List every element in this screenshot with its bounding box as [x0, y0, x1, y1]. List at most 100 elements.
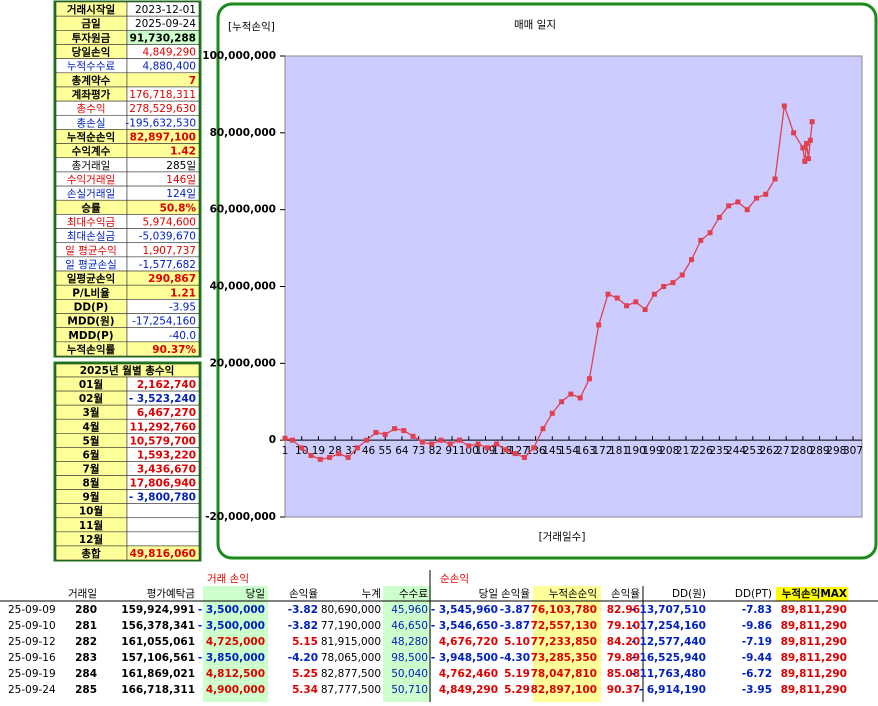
- summary-label: 수익거래일: [67, 173, 115, 186]
- summary-label: P/L비율: [72, 286, 110, 299]
- table-cell: -7.19: [742, 636, 772, 648]
- chart-title: 매매 일지: [514, 18, 556, 31]
- column-header: DD(원): [672, 588, 706, 600]
- table-cell: 85.08: [607, 668, 640, 680]
- table-cell: - 16,525,940: [632, 652, 706, 664]
- data-point: [726, 203, 732, 209]
- summary-label: 금일: [81, 17, 100, 30]
- column-header: 거래일: [68, 587, 97, 600]
- summary-value: 4,849,290: [143, 47, 196, 59]
- data-point: [521, 454, 527, 460]
- table-cell: - 12,577,440: [632, 636, 706, 648]
- column-band: [533, 586, 601, 702]
- summary-value: 1.21: [170, 287, 196, 299]
- summary-label: 손실거래일: [67, 187, 115, 200]
- month-value: 6,467,270: [137, 407, 196, 419]
- column-header: 당일: [479, 587, 498, 600]
- x-tick-label: 172: [592, 445, 612, 457]
- data-point: [661, 284, 667, 289]
- table-cell: 5.34: [292, 684, 318, 696]
- summary-label: 총계약수: [72, 74, 111, 87]
- x-tick-label: 217: [676, 445, 696, 457]
- summary-label: MDD(P): [68, 330, 113, 342]
- table-cell: 89,811,290: [781, 668, 847, 680]
- table-cell: 161,055,061: [121, 636, 195, 648]
- month-label: 7월: [83, 463, 100, 476]
- data-point: [614, 295, 620, 301]
- column-header: 누적손익MAX: [782, 587, 847, 600]
- data-point: [791, 130, 797, 136]
- table-cell: -4.30: [500, 652, 530, 664]
- summary-value: 5,974,600: [143, 216, 196, 228]
- summary-label: 일 평균손실: [65, 258, 117, 271]
- column-header: 누적손순익: [549, 588, 597, 600]
- table-cell: 25-09-09: [8, 604, 56, 616]
- x-tick-label: 154: [559, 445, 579, 457]
- summary-label: DD(P): [74, 301, 109, 313]
- data-point: [807, 137, 813, 143]
- summary-label: 계좌평가: [72, 88, 111, 101]
- table-cell: 81,915,000: [321, 636, 381, 648]
- table-cell: 89,811,290: [781, 620, 847, 632]
- month-value: - 3,523,240: [129, 393, 196, 405]
- x-tick-label: 253: [743, 445, 763, 457]
- data-point: [392, 426, 398, 432]
- table-cell: 5.19: [504, 668, 530, 680]
- month-label: 12월: [79, 533, 103, 546]
- data-point: [531, 445, 537, 451]
- x-tick-label: 55: [379, 445, 392, 457]
- data-point: [707, 230, 713, 236]
- data-point: [744, 207, 750, 213]
- x-tick-label: 145: [542, 445, 562, 457]
- summary-label: 일평균손익: [67, 272, 115, 285]
- y-tick-label: 80,000,000: [210, 127, 276, 139]
- summary-label: 거래시작일: [67, 3, 115, 16]
- x-tick-label: 1: [282, 445, 289, 457]
- data-point: [419, 439, 425, 445]
- x-tick-label: 262: [759, 445, 779, 457]
- table-cell: 82,877,500: [321, 668, 381, 680]
- x-tick-label: 46: [362, 445, 376, 457]
- table-cell: -6.72: [742, 668, 772, 680]
- data-point: [429, 441, 435, 447]
- month-value: 10,579,700: [130, 435, 196, 447]
- month-value: - 3,800,780: [129, 492, 196, 504]
- summary-value: 146일: [166, 173, 196, 186]
- column-header: 평가예탁금: [147, 587, 196, 600]
- column-header: 손익율: [611, 588, 640, 600]
- data-point: [802, 158, 808, 164]
- data-point: [716, 214, 722, 220]
- month-label: 4월: [83, 420, 100, 433]
- month-value: 11,292,760: [130, 421, 196, 433]
- data-point: [559, 399, 565, 405]
- month-value-cell: [126, 545, 200, 561]
- data-point: [494, 441, 500, 447]
- data-point: [577, 395, 583, 401]
- table-cell: 5.10: [504, 636, 530, 648]
- table-cell: 46,650: [391, 620, 428, 632]
- summary-label: 총수익: [77, 103, 106, 115]
- data-point: [772, 176, 778, 182]
- x-tick-label: 190: [626, 445, 646, 457]
- table-cell: 161,869,021: [121, 668, 195, 680]
- table-cell: 285: [75, 684, 97, 696]
- table-cell: 283: [75, 652, 97, 664]
- summary-label: 최대손실금: [67, 231, 116, 243]
- month-label: 3월: [83, 406, 100, 419]
- table-cell: 78,065,000: [321, 652, 381, 664]
- x-tick-label: 199: [643, 445, 663, 457]
- table-cell: 282: [75, 636, 97, 648]
- header-highlight: [776, 587, 848, 601]
- data-point: [800, 145, 806, 151]
- data-point: [781, 103, 787, 109]
- data-point: [327, 454, 333, 460]
- table-cell: 79.89: [607, 652, 640, 664]
- summary-value: 285일: [166, 159, 196, 172]
- table-cell: 5.25: [292, 668, 318, 680]
- x-tick-label: 208: [659, 445, 679, 457]
- summary-value-cell: [126, 341, 200, 357]
- table-cell: 77,233,850: [531, 636, 597, 648]
- table-cell: 156,378,341: [121, 620, 195, 632]
- y-tick-label: -20,000,000: [205, 511, 276, 523]
